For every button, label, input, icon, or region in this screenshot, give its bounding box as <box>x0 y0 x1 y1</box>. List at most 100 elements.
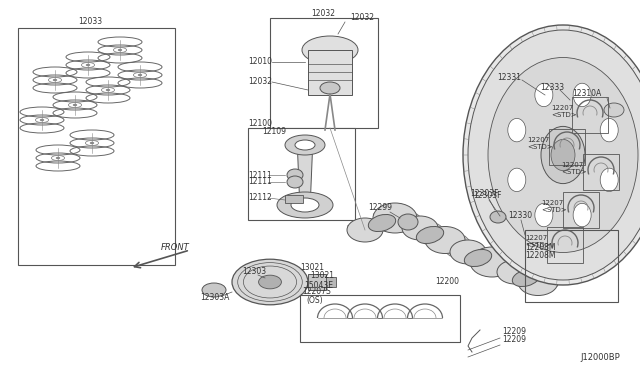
Ellipse shape <box>285 135 325 155</box>
Text: 12299: 12299 <box>368 203 392 212</box>
Polygon shape <box>497 268 558 286</box>
Ellipse shape <box>402 216 438 240</box>
Ellipse shape <box>450 240 486 264</box>
Text: 12330: 12330 <box>508 211 532 219</box>
Text: <STD>: <STD> <box>551 112 577 118</box>
Ellipse shape <box>497 260 533 284</box>
Bar <box>572 97 608 133</box>
Text: 12331: 12331 <box>497 74 521 83</box>
Bar <box>18 28 175 265</box>
Ellipse shape <box>49 77 61 83</box>
Text: 12207S: 12207S <box>302 288 331 296</box>
Ellipse shape <box>138 74 142 76</box>
Ellipse shape <box>287 169 303 181</box>
Ellipse shape <box>368 215 396 231</box>
Polygon shape <box>297 138 313 210</box>
Ellipse shape <box>320 82 340 94</box>
Text: 13021: 13021 <box>310 272 334 280</box>
Ellipse shape <box>35 118 49 122</box>
Text: 12209: 12209 <box>502 336 526 344</box>
Text: 12209: 12209 <box>502 327 526 337</box>
Text: J12000BP: J12000BP <box>580 353 620 362</box>
Polygon shape <box>450 248 514 266</box>
Ellipse shape <box>101 87 115 93</box>
Text: 13021: 13021 <box>300 263 324 273</box>
Ellipse shape <box>373 203 417 233</box>
Text: <STD>: <STD> <box>541 207 566 213</box>
Ellipse shape <box>85 141 99 145</box>
Ellipse shape <box>512 269 540 286</box>
Ellipse shape <box>56 157 60 159</box>
Text: 12303A: 12303A <box>200 294 229 302</box>
Ellipse shape <box>535 203 553 227</box>
Ellipse shape <box>541 126 585 184</box>
Ellipse shape <box>232 259 308 305</box>
Ellipse shape <box>600 118 618 142</box>
Ellipse shape <box>490 211 506 223</box>
Text: 12100: 12100 <box>248 119 272 128</box>
Text: 12207: 12207 <box>527 137 549 143</box>
Text: <STD>: <STD> <box>525 242 550 248</box>
Text: 12032: 12032 <box>350 13 374 22</box>
Ellipse shape <box>416 227 444 244</box>
Ellipse shape <box>573 203 591 227</box>
Ellipse shape <box>508 168 526 192</box>
Polygon shape <box>347 222 417 226</box>
Ellipse shape <box>86 64 90 66</box>
Text: <STD>: <STD> <box>561 169 587 175</box>
Bar <box>270 18 378 128</box>
Text: 12033: 12033 <box>78 17 102 26</box>
Text: 12111: 12111 <box>248 177 272 186</box>
Bar <box>549 129 585 165</box>
Bar <box>308 274 326 290</box>
Ellipse shape <box>302 36 358 64</box>
Text: 12208M: 12208M <box>525 251 556 260</box>
Polygon shape <box>402 224 465 244</box>
Ellipse shape <box>347 218 383 242</box>
Text: 12109: 12109 <box>262 128 286 137</box>
Ellipse shape <box>277 192 333 218</box>
Polygon shape <box>373 214 438 232</box>
Ellipse shape <box>468 30 640 280</box>
Text: 12010: 12010 <box>248 58 272 67</box>
Ellipse shape <box>81 62 95 67</box>
Text: 12032: 12032 <box>311 10 335 19</box>
Text: 12303F: 12303F <box>473 190 502 199</box>
Bar <box>326 277 336 287</box>
Ellipse shape <box>463 25 640 285</box>
Bar <box>248 128 355 220</box>
Ellipse shape <box>398 214 418 230</box>
Text: 12208M: 12208M <box>525 244 556 253</box>
Text: 12303F: 12303F <box>470 189 499 198</box>
Text: 12112: 12112 <box>248 193 272 202</box>
Ellipse shape <box>259 275 282 289</box>
Ellipse shape <box>295 140 315 150</box>
Ellipse shape <box>202 283 226 297</box>
Ellipse shape <box>464 250 492 266</box>
Ellipse shape <box>113 48 127 52</box>
Polygon shape <box>470 258 533 276</box>
Bar <box>308 50 352 95</box>
Ellipse shape <box>287 176 303 188</box>
Ellipse shape <box>106 89 110 91</box>
Ellipse shape <box>518 269 558 295</box>
Ellipse shape <box>535 83 553 107</box>
Ellipse shape <box>90 142 94 144</box>
Bar <box>563 192 599 228</box>
Text: 12207: 12207 <box>525 235 547 241</box>
Ellipse shape <box>291 198 319 212</box>
Text: FRONT: FRONT <box>161 244 189 253</box>
Ellipse shape <box>40 119 44 121</box>
Ellipse shape <box>551 140 575 171</box>
Text: 12333: 12333 <box>540 83 564 93</box>
Ellipse shape <box>488 58 638 253</box>
Ellipse shape <box>425 227 465 253</box>
Ellipse shape <box>600 168 618 192</box>
Polygon shape <box>425 236 486 256</box>
Text: 12310A: 12310A <box>572 90 601 99</box>
Ellipse shape <box>73 104 77 106</box>
Text: 12303: 12303 <box>242 267 266 276</box>
Bar <box>583 154 619 190</box>
Ellipse shape <box>68 103 82 108</box>
Text: 12111: 12111 <box>248 170 272 180</box>
